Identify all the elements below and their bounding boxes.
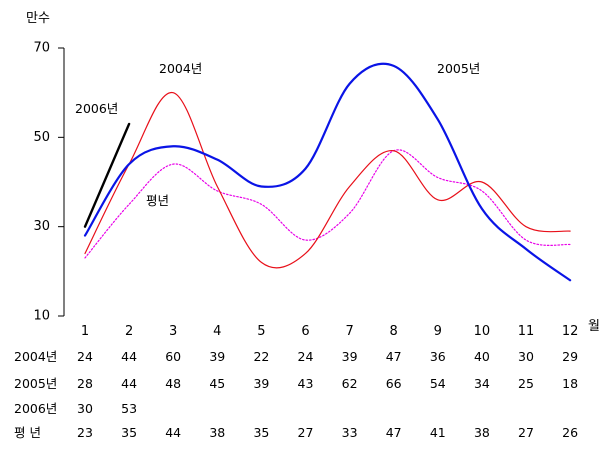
- x-tick-label-8: 8: [390, 324, 398, 339]
- table-cell: 44: [165, 425, 181, 440]
- table-cell: 35: [121, 425, 137, 440]
- table-cell: 36: [430, 349, 446, 364]
- table-cell: 18: [562, 376, 578, 391]
- x-axis-unit-label: 월: [588, 319, 600, 334]
- table-cell: 48: [165, 376, 181, 391]
- series-line-2004: [84, 92, 571, 269]
- table-cell: 30: [518, 349, 534, 364]
- series-line-2005: [83, 62, 572, 282]
- y-tick-label-10: 10: [33, 309, 50, 324]
- table-row-label: 2006년: [14, 401, 57, 416]
- series-line-normal: [84, 149, 571, 259]
- x-tick-label-7: 7: [345, 324, 353, 339]
- data-table: 2004년 24 44 60 39 22 24 39 47 36 40 30 29 2005년 28 44 48…: [14, 349, 578, 440]
- x-tick-label-6: 6: [301, 324, 309, 339]
- table-cell: 27: [518, 425, 534, 440]
- table-cell: 23: [77, 425, 93, 440]
- x-tick-label-2: 2: [125, 324, 133, 339]
- x-tick-label-5: 5: [257, 324, 265, 339]
- series-line-2006: [83, 122, 131, 228]
- y-axis-unit-label: 만수: [26, 11, 50, 26]
- table-cell: 24: [77, 349, 93, 364]
- table-cell: 43: [298, 376, 314, 391]
- y-tick-label-30: 30: [33, 219, 50, 234]
- table-cell: 60: [165, 349, 181, 364]
- table-cell: 24: [298, 349, 314, 364]
- x-tick-label-11: 11: [518, 324, 535, 339]
- y-tick-label-50: 50: [33, 130, 50, 145]
- table-cell: 34: [474, 376, 490, 391]
- table-cell: 45: [209, 376, 225, 391]
- table-cell: 39: [342, 349, 358, 364]
- table-cell: 22: [253, 349, 269, 364]
- table-cell: 29: [562, 349, 578, 364]
- x-tick-label-12: 12: [562, 324, 579, 339]
- table-cell: 26: [562, 425, 578, 440]
- table-cell: 44: [121, 376, 137, 391]
- series-label-2006: 2006년: [75, 101, 118, 116]
- table-cell: 47: [386, 349, 402, 364]
- table-row-label: 2005년: [14, 376, 57, 391]
- table-cell: 30: [77, 401, 93, 416]
- table-cell: 33: [342, 425, 358, 440]
- table-cell: 38: [474, 425, 490, 440]
- table-cell: 39: [209, 349, 225, 364]
- series-label-2004: 2004년: [159, 61, 202, 76]
- series-lines: [83, 62, 572, 282]
- table-cell: 66: [386, 376, 402, 391]
- table-cell: 53: [121, 401, 137, 416]
- table-row-label: 평 년: [14, 425, 41, 440]
- table-cell: 39: [253, 376, 269, 391]
- table-cell: 40: [474, 349, 490, 364]
- table-cell: 54: [430, 376, 446, 391]
- table-cell: 27: [298, 425, 314, 440]
- series-label-normal: 평년: [146, 193, 169, 208]
- x-tick-label-4: 4: [213, 324, 221, 339]
- x-tick-label-3: 3: [169, 324, 177, 339]
- table-cell: 35: [253, 425, 269, 440]
- table-row-label: 2004년: [14, 349, 57, 364]
- table-cell: 28: [77, 376, 93, 391]
- table-cell: 44: [121, 349, 137, 364]
- table-cell: 41: [430, 425, 446, 440]
- x-axis-ticks: 1 2 3 4 5 6 7 8 9 10 11 12: [81, 324, 579, 339]
- x-tick-label-10: 10: [474, 324, 491, 339]
- x-tick-label-1: 1: [81, 324, 89, 339]
- table-cell: 38: [209, 425, 225, 440]
- series-label-2005: 2005년: [437, 61, 480, 76]
- table-cell: 47: [386, 425, 402, 440]
- table-cell: 25: [518, 376, 534, 391]
- y-axis-ticks: 10 30 50 70: [33, 41, 64, 324]
- y-tick-label-70: 70: [33, 41, 50, 56]
- table-cell: 62: [342, 376, 358, 391]
- x-tick-label-9: 9: [434, 324, 442, 339]
